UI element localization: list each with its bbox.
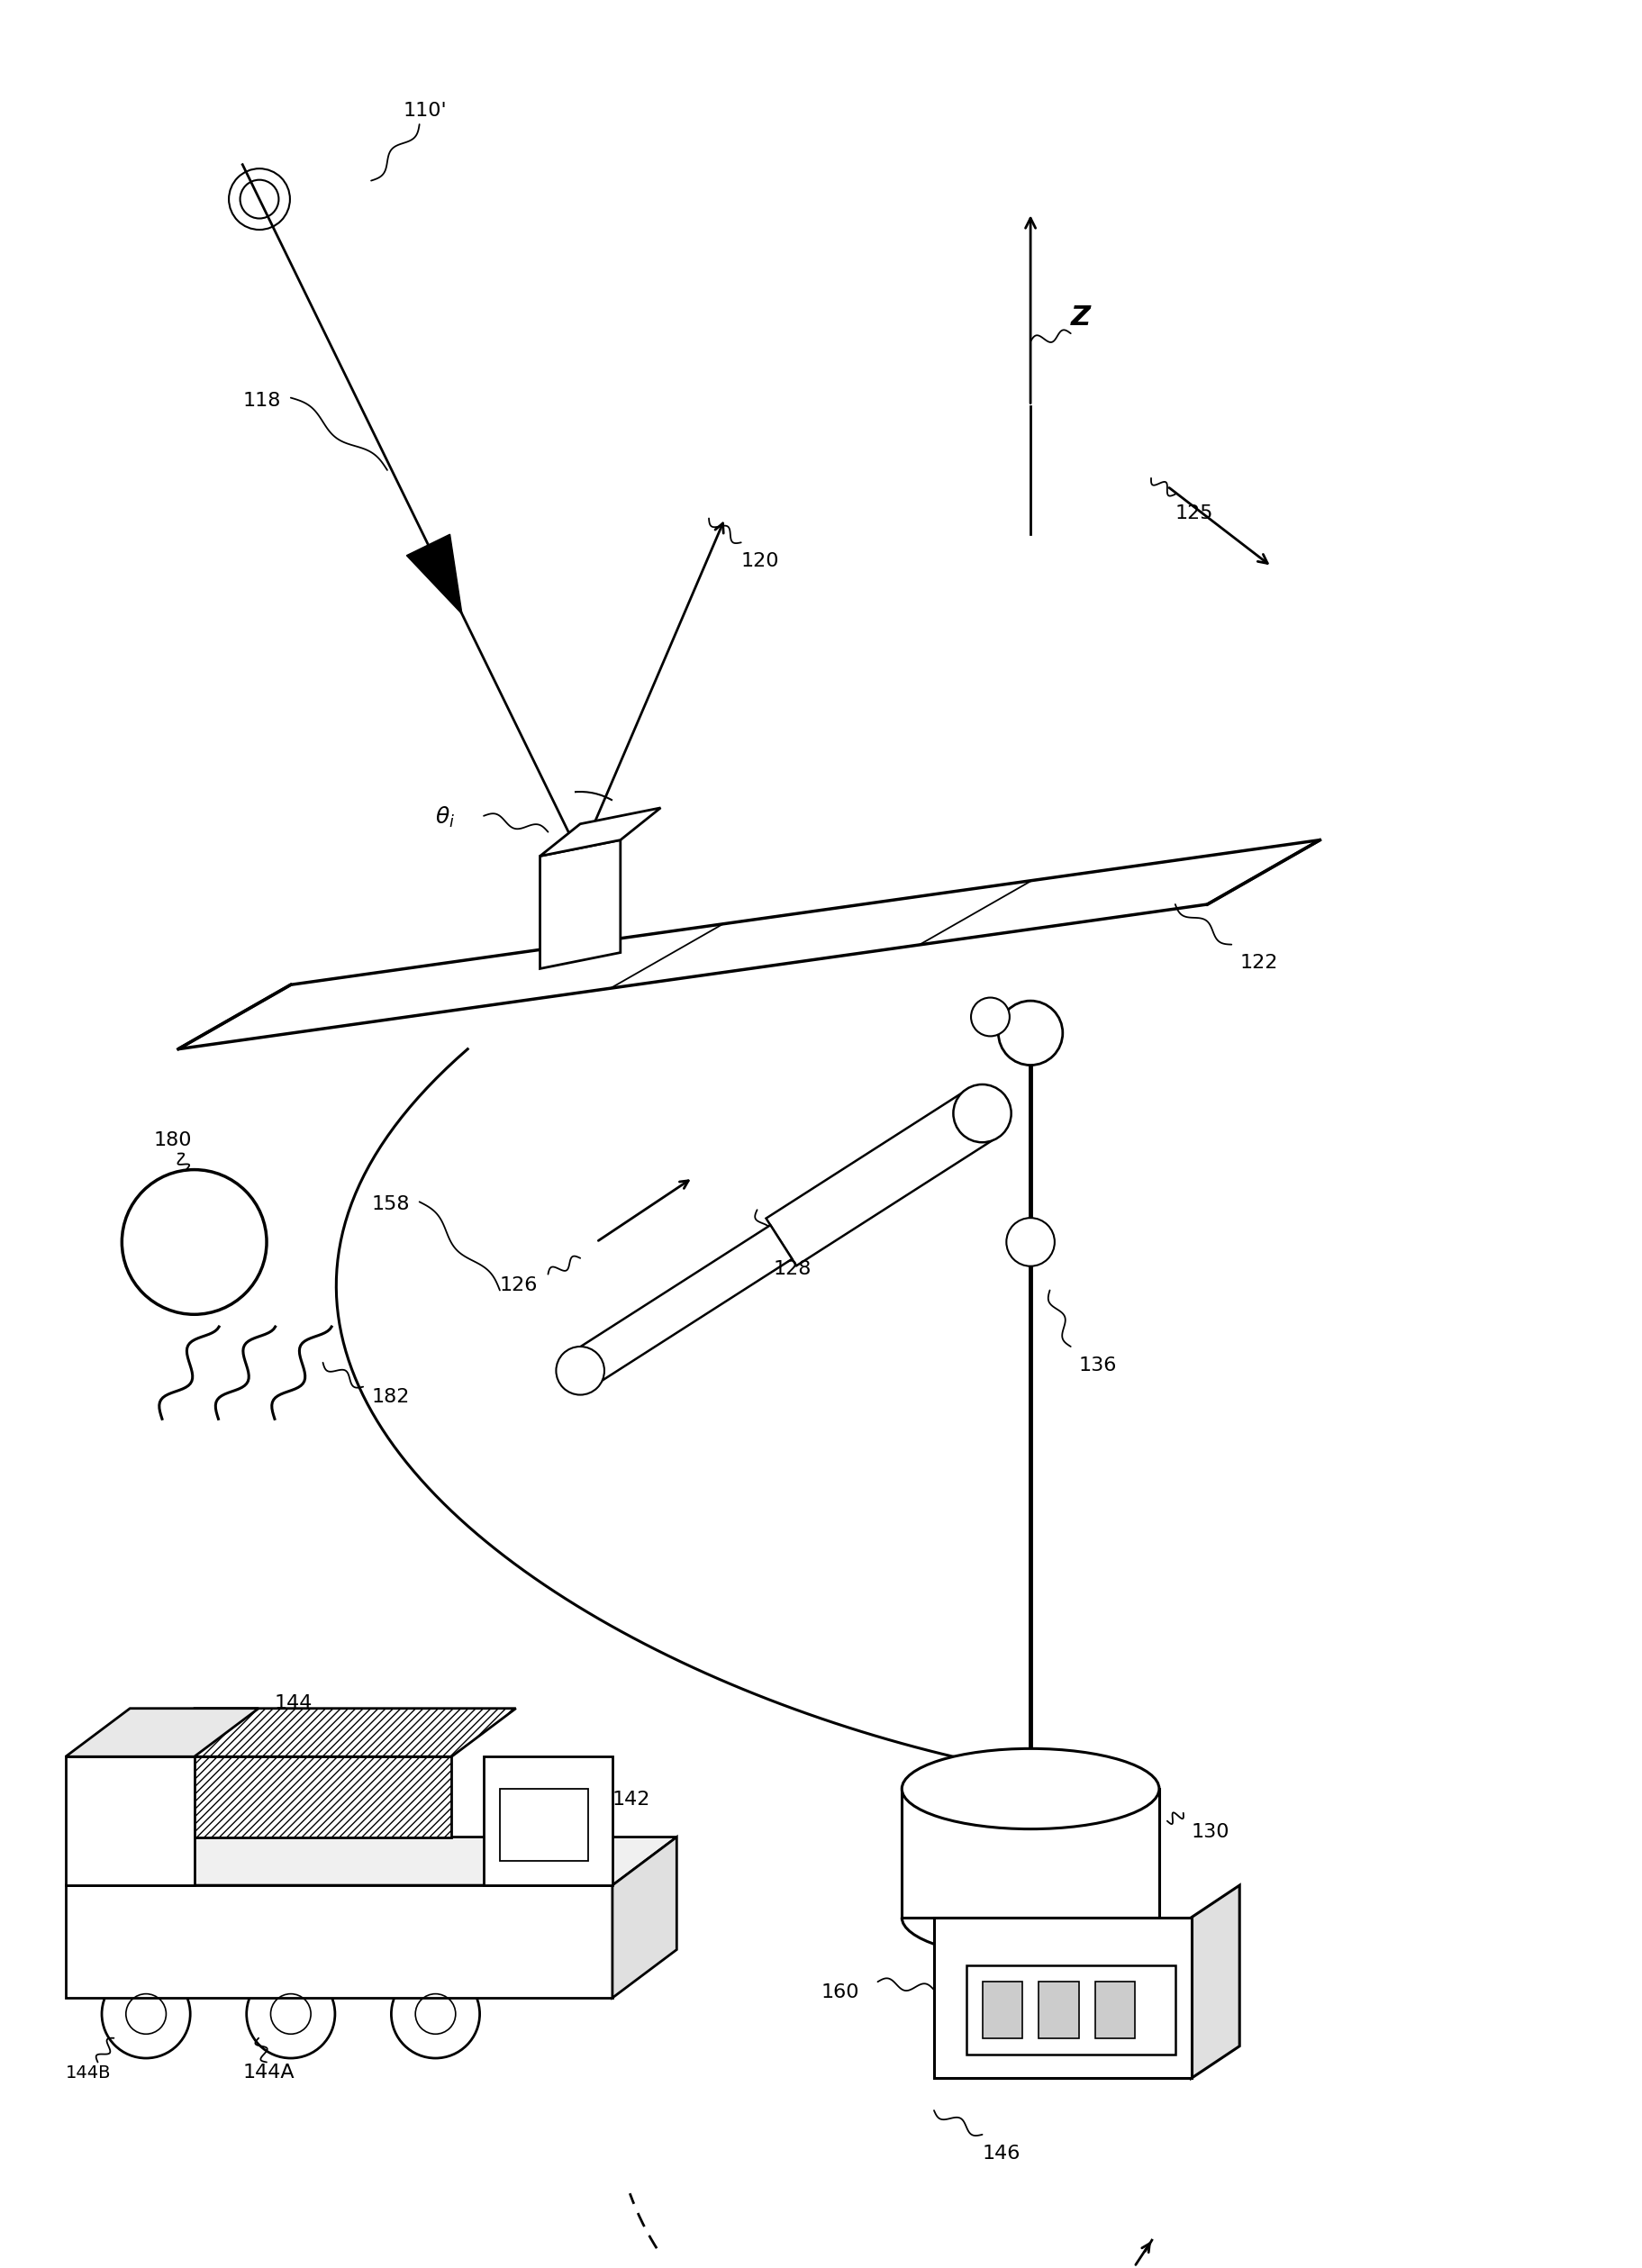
Ellipse shape — [246, 1969, 335, 2057]
Polygon shape — [130, 1758, 452, 1837]
Text: 122: 122 — [1240, 955, 1277, 973]
Polygon shape — [177, 839, 1319, 1050]
Polygon shape — [483, 1758, 612, 1885]
Bar — [1094, 1982, 1135, 2039]
Text: 136: 136 — [1079, 1356, 1117, 1374]
Text: 120: 120 — [741, 551, 778, 569]
Text: 118: 118 — [243, 392, 281, 411]
Bar — [499, 1789, 588, 1862]
Text: 180: 180 — [154, 1132, 192, 1150]
Text: 182: 182 — [371, 1388, 409, 1406]
Text: 142: 142 — [612, 1789, 650, 1808]
Polygon shape — [934, 1916, 1190, 2077]
Circle shape — [1007, 1218, 1054, 1266]
Text: 125: 125 — [1174, 503, 1213, 522]
Polygon shape — [540, 839, 621, 968]
Ellipse shape — [901, 1749, 1159, 1828]
Text: 146: 146 — [982, 2143, 1020, 2161]
Circle shape — [998, 1000, 1062, 1066]
Text: 144: 144 — [274, 1694, 312, 1712]
Text: 160: 160 — [821, 1984, 859, 2000]
Text: 126: 126 — [499, 1277, 537, 1293]
Ellipse shape — [102, 1969, 190, 2057]
Polygon shape — [130, 1708, 516, 1758]
Text: $\theta_i$: $\theta_i$ — [435, 805, 455, 830]
Text: 144A: 144A — [243, 2064, 294, 2082]
Circle shape — [555, 1347, 604, 1395]
Polygon shape — [540, 807, 660, 855]
Polygon shape — [66, 1708, 258, 1758]
Ellipse shape — [391, 1969, 479, 2057]
Polygon shape — [570, 1225, 791, 1388]
Text: 158: 158 — [371, 1195, 409, 1213]
Circle shape — [970, 998, 1010, 1036]
Text: 128: 128 — [773, 1259, 811, 1277]
Text: 110': 110' — [402, 102, 447, 120]
Polygon shape — [66, 1837, 677, 1885]
Polygon shape — [406, 535, 461, 615]
Polygon shape — [765, 1089, 997, 1266]
Polygon shape — [965, 1966, 1174, 2055]
Text: Z: Z — [1071, 304, 1090, 331]
Bar — [982, 1982, 1021, 2039]
Circle shape — [122, 1170, 266, 1315]
Text: 130: 130 — [1190, 1823, 1228, 1842]
Polygon shape — [612, 1837, 677, 1998]
Polygon shape — [1190, 1885, 1240, 2077]
Bar — [1038, 1982, 1079, 2039]
Circle shape — [952, 1084, 1011, 1143]
Text: 144B: 144B — [66, 2064, 112, 2082]
Polygon shape — [66, 1885, 612, 1998]
Polygon shape — [66, 1758, 194, 1885]
